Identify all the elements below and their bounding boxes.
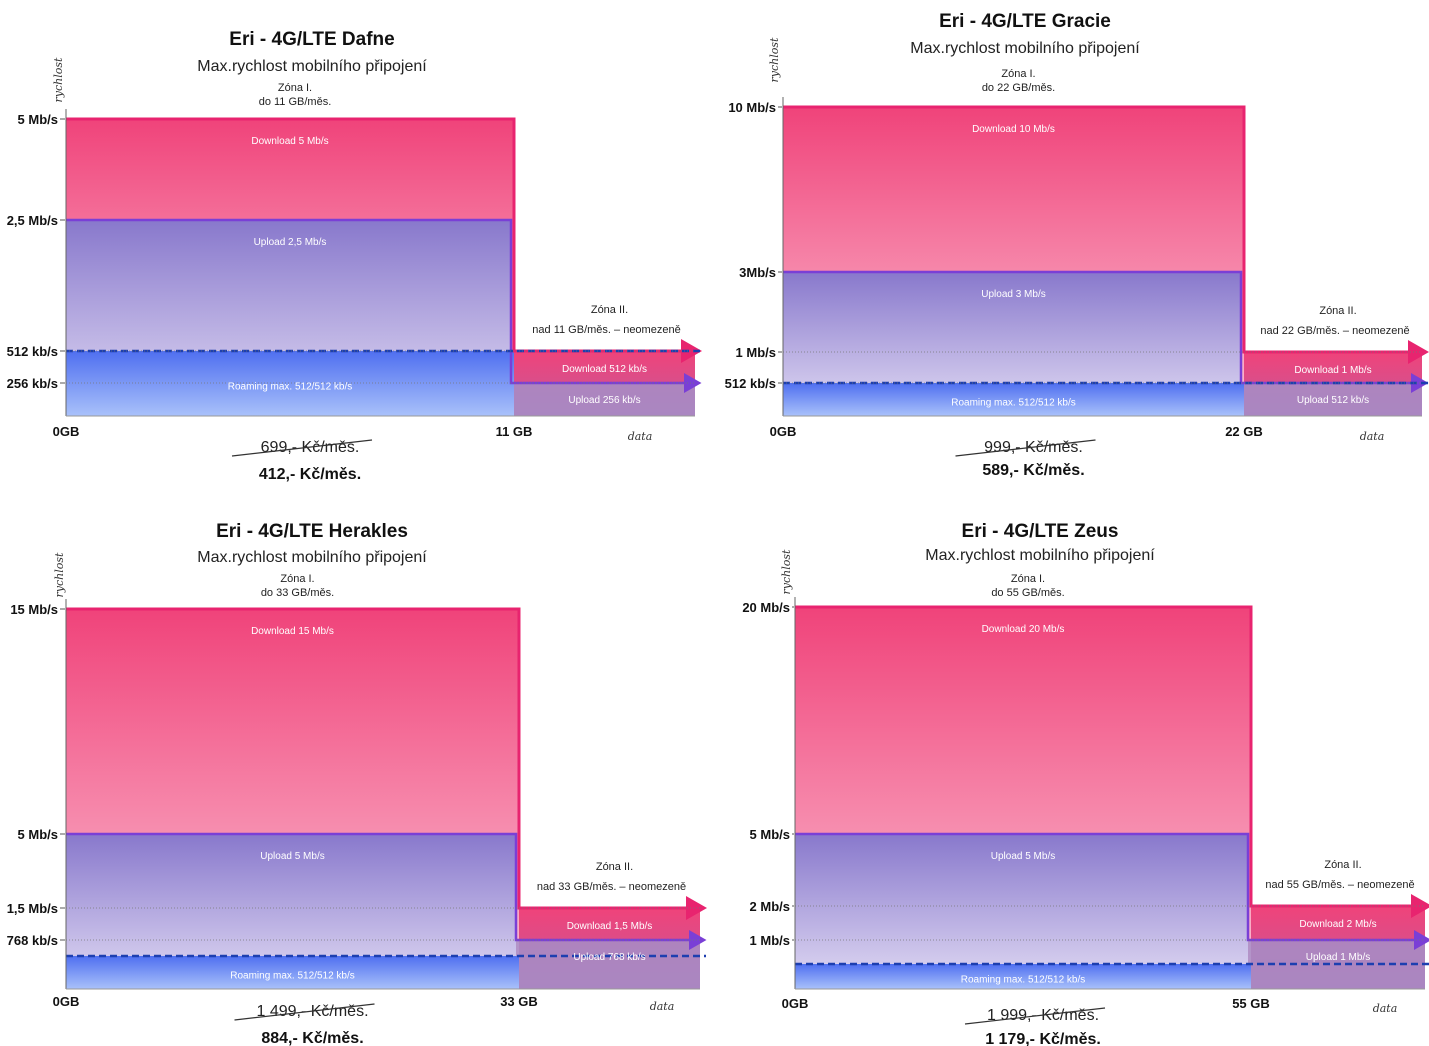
- zone1-download-label: Download 10 Mb/s: [972, 124, 1055, 135]
- zone1-download-label: Download 15 Mb/s: [251, 626, 334, 637]
- download-speed-line: [66, 607, 707, 920]
- zone1-upload-label: Upload 5 Mb/s: [991, 851, 1055, 862]
- chart-subtitle: Max.rychlost mobilního připojení: [197, 58, 427, 75]
- tariff-chart-3: 15 Mb/s 5 Mb/s 1,5 Mb/s 768 kb/s 0GB 33 GB dat…: [7, 521, 707, 1046]
- y-axis-name: rychlost: [52, 57, 65, 103]
- zone2-download-label: Download 512 kb/s: [562, 364, 647, 375]
- y-axis-name: rychlost: [780, 549, 793, 595]
- zone2-upload-label: Upload 256 kb/s: [568, 395, 640, 406]
- zone2-limit: nad 11 GB/měs. – neomezeně: [532, 324, 680, 336]
- zone1-name: Zóna I.: [1011, 573, 1045, 585]
- x-tick-label: 0GB: [770, 424, 797, 439]
- new-price: 412,- Kč/měs.: [259, 466, 361, 483]
- zone2-upload-area: [1241, 383, 1422, 416]
- zone1-limit: do 33 GB/měs.: [261, 587, 334, 599]
- y-axis-name: rychlost: [768, 37, 781, 83]
- upload-speed-line: [66, 218, 702, 393]
- zone2-limit: nad 22 GB/měs. – neomezeně: [1260, 325, 1409, 337]
- old-price-strike: [964, 1007, 1106, 1025]
- download-speed-line: [795, 605, 1429, 918]
- chart-title: Eri - 4G/LTE Gracie: [939, 11, 1111, 32]
- y-tick-label: 1,5 Mb/s: [7, 901, 58, 916]
- roaming-band: [783, 383, 1244, 416]
- chart-title: Eri - 4G/LTE Dafne: [229, 29, 394, 50]
- zone2-name: Zóna II.: [596, 861, 633, 873]
- y-tick-label: 768 kb/s: [7, 933, 58, 948]
- zone2-name: Zóna II.: [591, 304, 628, 316]
- y-axis-name: rychlost: [53, 552, 66, 598]
- chart-title: Eri - 4G/LTE Zeus: [962, 521, 1119, 542]
- y-tick-label: 2,5 Mb/s: [7, 213, 58, 228]
- new-price: 589,- Kč/měs.: [982, 462, 1084, 479]
- x-tick-label: 0GB: [53, 994, 80, 1009]
- roaming-band: [66, 351, 514, 416]
- old-price-strike: [955, 439, 1096, 457]
- chart-subtitle: Max.rychlost mobilního připojení: [197, 549, 427, 566]
- y-tick-label: 2 Mb/s: [750, 899, 790, 914]
- y-tick-label: 10 Mb/s: [728, 100, 776, 115]
- zone1-upload-label: Upload 3 Mb/s: [981, 289, 1045, 300]
- x-tick-label: 55 GB: [1232, 996, 1270, 1011]
- zone2-limit: nad 55 GB/měs. – neomezeně: [1265, 879, 1414, 891]
- x-axis-name: data: [650, 1000, 675, 1013]
- chart-subtitle: Max.rychlost mobilního připojení: [925, 547, 1155, 564]
- y-tick-label: 1 Mb/s: [750, 933, 790, 948]
- roaming-label: Roaming max. 512/512 kb/s: [951, 398, 1076, 409]
- chart-subtitle: Max.rychlost mobilního připojení: [910, 40, 1140, 57]
- y-tick-label: 1 Mb/s: [736, 345, 776, 360]
- zone2-download-label: Download 2 Mb/s: [1299, 919, 1376, 930]
- zone1-name: Zóna I.: [1001, 68, 1035, 80]
- x-tick-label: 0GB: [782, 996, 809, 1011]
- y-tick-label: 5 Mb/s: [750, 827, 790, 842]
- zone2-upload-area: [511, 383, 695, 416]
- y-tick-label: 20 Mb/s: [742, 600, 790, 615]
- zone1-name: Zóna I.: [278, 82, 312, 94]
- zone1-limit: do 55 GB/měs.: [991, 587, 1064, 599]
- y-tick-label: 5 Mb/s: [18, 112, 58, 127]
- y-tick-label: 15 Mb/s: [10, 602, 58, 617]
- roaming-band: [66, 956, 519, 989]
- x-axis-name: data: [628, 430, 653, 443]
- zone1-download-label: Download 5 Mb/s: [251, 136, 328, 147]
- roaming-label: Roaming max. 512/512 kb/s: [228, 382, 353, 393]
- tariff-chart-1: 5 Mb/s 2,5 Mb/s 512 kb/s 256 kb/s 0GB 11 GB da…: [7, 29, 702, 483]
- x-axis-name: data: [1373, 1002, 1398, 1015]
- old-price-strike: [234, 1003, 375, 1021]
- zone2-upload-label: Upload 512 kb/s: [1297, 395, 1369, 406]
- x-tick-label: 33 GB: [500, 994, 538, 1009]
- roaming-label: Roaming max. 512/512 kb/s: [230, 971, 355, 982]
- zone1-download-label: Download 20 Mb/s: [982, 624, 1065, 635]
- zone1-limit: do 22 GB/měs.: [982, 82, 1055, 94]
- y-tick-label: 512 kb/s: [7, 344, 58, 359]
- y-tick-label: 512 kb/s: [725, 376, 776, 391]
- zone1-name: Zóna I.: [280, 573, 314, 585]
- zone1-limit: do 11 GB/měs.: [259, 96, 332, 108]
- x-tick-label: 11 GB: [496, 424, 533, 439]
- x-axis-name: data: [1360, 430, 1385, 443]
- old-price-strike: [231, 439, 373, 457]
- zone1-upload-label: Upload 5 Mb/s: [260, 851, 324, 862]
- tariff-chart-2: 10 Mb/s 3Mb/s 1 Mb/s 512 kb/s 0GB 22 GB data ry…: [725, 11, 1429, 479]
- chart-title: Eri - 4G/LTE Herakles: [216, 521, 408, 542]
- zone2-limit: nad 33 GB/měs. – neomezeně: [537, 881, 686, 893]
- roaming-band: [795, 964, 1251, 989]
- y-tick-label: 3Mb/s: [739, 265, 776, 280]
- new-price: 884,- Kč/měs.: [261, 1030, 363, 1046]
- roaming-label: Roaming max. 512/512 kb/s: [961, 975, 1086, 986]
- zone2-name: Zóna II.: [1319, 305, 1356, 317]
- zone2-download-label: Download 1,5 Mb/s: [567, 921, 653, 932]
- y-tick-label: 5 Mb/s: [18, 827, 58, 842]
- zone2-upload-label: Upload 768 kb/s: [573, 952, 645, 963]
- zone2-download-label: Download 1 Mb/s: [1294, 365, 1371, 376]
- y-tick-label: 256 kb/s: [7, 376, 58, 391]
- zone1-upload-label: Upload 2,5 Mb/s: [254, 237, 327, 248]
- tariff-chart-4: 20 Mb/s 5 Mb/s 2 Mb/s 1 Mb/s 0GB 55 GB data ryc…: [742, 521, 1429, 1046]
- zone2-name: Zóna II.: [1324, 859, 1361, 871]
- x-tick-label: 0GB: [53, 424, 80, 439]
- zone2-upload-label: Upload 1 Mb/s: [1306, 952, 1370, 963]
- x-tick-label: 22 GB: [1225, 424, 1263, 439]
- zone2-upload-area: [516, 940, 700, 989]
- new-price: 1 179,- Kč/měs.: [985, 1031, 1101, 1046]
